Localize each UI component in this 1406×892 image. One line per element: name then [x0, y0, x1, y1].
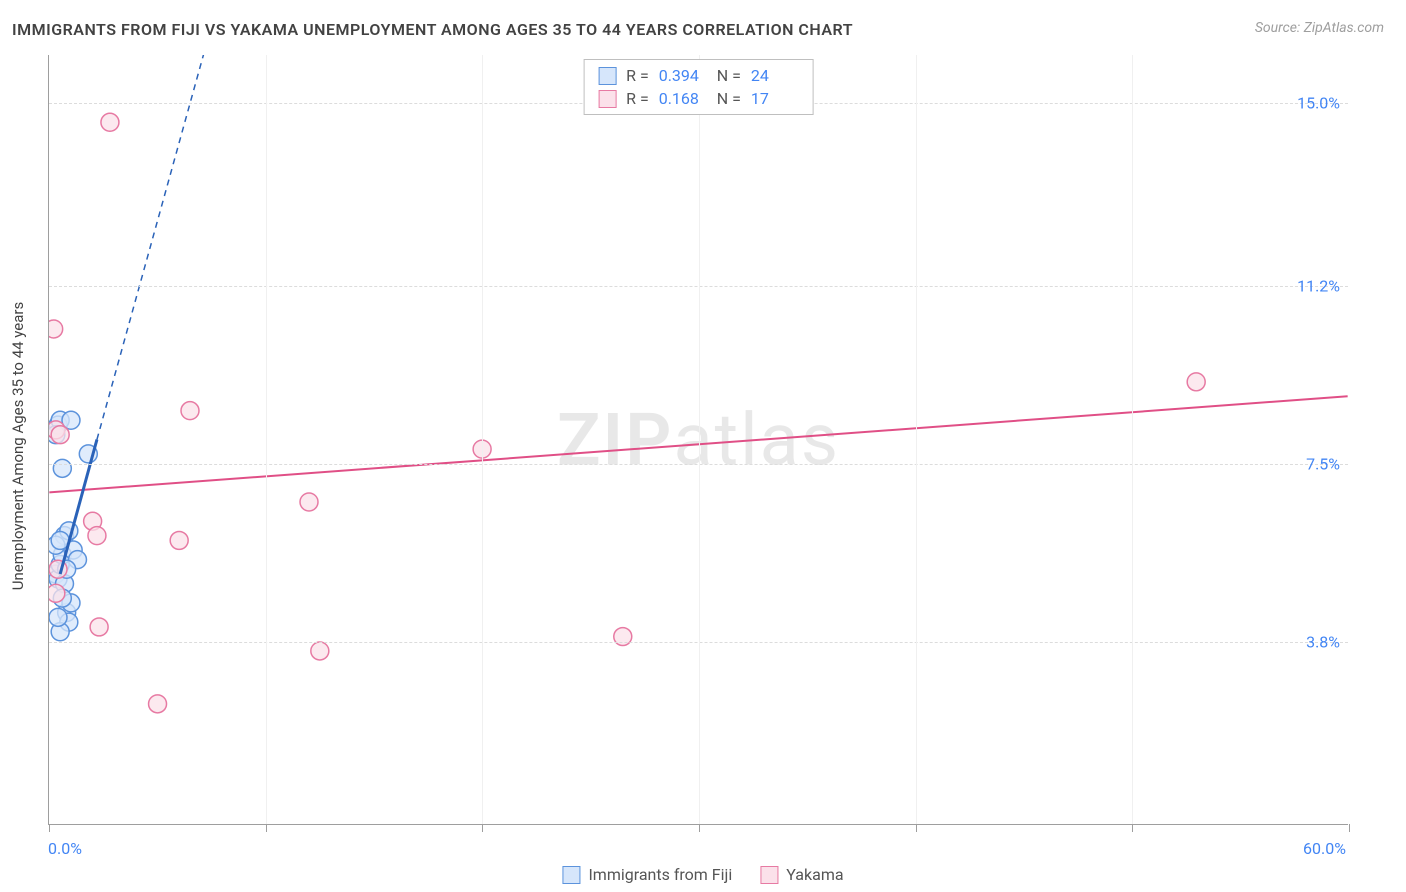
gridline-v [482, 55, 483, 824]
legend-label: Yakama [786, 865, 843, 884]
stats-box: R = 0.394 N = 24 R = 0.168 N = 17 [583, 59, 814, 115]
gridline-v [1132, 55, 1133, 824]
y-tick-label: 3.8% [1306, 633, 1340, 652]
source-attribution: Source: ZipAtlas.com [1255, 20, 1384, 36]
plot-area: ZIPatlas R = 0.394 N = 24 R = 0.168 N = … [48, 55, 1348, 825]
stat-n-label: N = [717, 66, 741, 85]
gridline-v [266, 55, 267, 824]
gridline-v [916, 55, 917, 824]
legend-swatch [562, 866, 580, 884]
bottom-legend: Immigrants from Fiji Yakama [562, 865, 843, 884]
stat-n-value: 17 [751, 89, 799, 108]
x-tick-mark [266, 824, 267, 832]
x-tick-mark [49, 824, 50, 832]
stats-row: R = 0.168 N = 17 [598, 89, 799, 108]
chart-title: IMMIGRANTS FROM FIJI VS YAKAMA UNEMPLOYM… [12, 20, 853, 39]
x-tick-mark [482, 824, 483, 832]
gridline-v [699, 55, 700, 824]
stats-row: R = 0.394 N = 24 [598, 66, 799, 85]
legend-swatch [760, 866, 778, 884]
stat-n-value: 24 [751, 66, 799, 85]
stats-swatch [598, 67, 616, 85]
y-axis-label: Unemployment Among Ages 35 to 44 years [9, 302, 27, 590]
y-tick-label: 15.0% [1297, 94, 1340, 113]
stat-r-label: R = [626, 66, 649, 85]
stat-r-value: 0.394 [659, 66, 707, 85]
legend-item: Yakama [760, 865, 843, 884]
y-tick-label: 7.5% [1306, 455, 1340, 474]
x-axis-max-label: 60.0% [1303, 839, 1346, 858]
legend-item: Immigrants from Fiji [562, 865, 732, 884]
x-tick-mark [699, 824, 700, 832]
legend-label: Immigrants from Fiji [588, 865, 732, 884]
stat-r-label: R = [626, 89, 649, 108]
x-axis-min-label: 0.0% [48, 839, 82, 858]
stat-r-value: 0.168 [659, 89, 707, 108]
y-tick-label: 11.2% [1297, 277, 1340, 296]
x-tick-mark [916, 824, 917, 832]
stats-swatch [598, 90, 616, 108]
x-tick-mark [1349, 824, 1350, 832]
x-tick-mark [1132, 824, 1133, 832]
stat-n-label: N = [717, 89, 741, 108]
